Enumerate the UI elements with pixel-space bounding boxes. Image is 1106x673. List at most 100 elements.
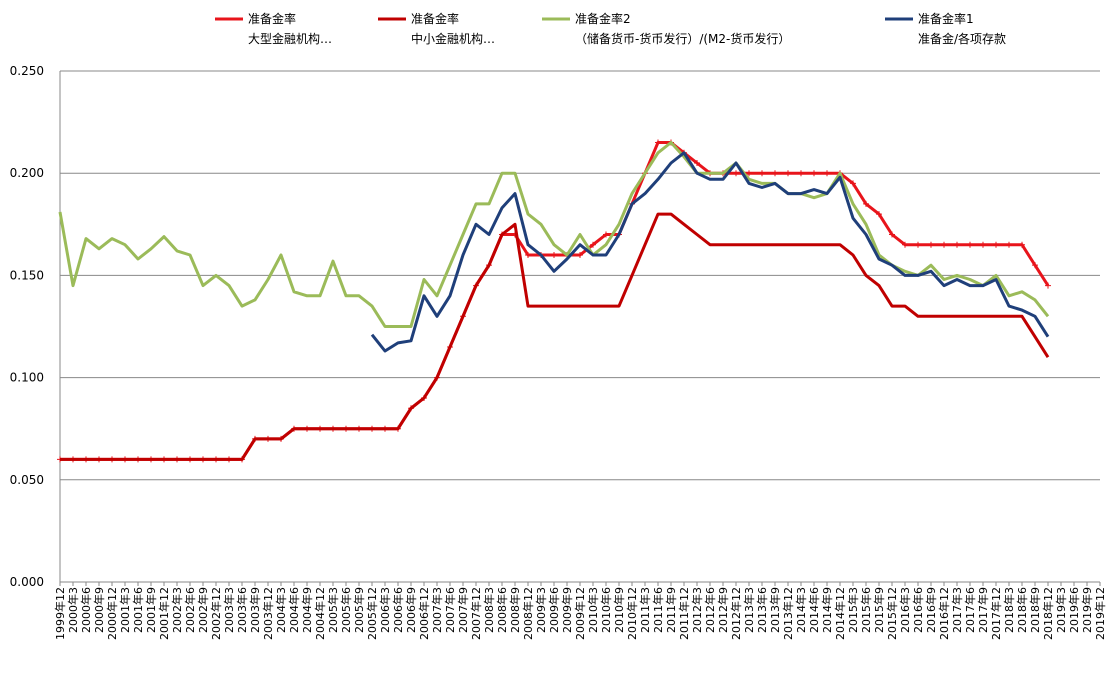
series-marker xyxy=(811,170,817,177)
x-tick-label: 2001年3 xyxy=(118,587,132,633)
series-marker xyxy=(954,241,960,248)
x-tick-label: 1999年12 xyxy=(53,587,67,640)
series-marker xyxy=(980,241,986,248)
x-tick-label: 2015年9 xyxy=(872,587,886,633)
series-marker xyxy=(1045,282,1051,289)
x-tick-label: 2015年3 xyxy=(846,587,860,633)
series-marker xyxy=(733,170,739,177)
legend-label: 准备金率1 准备金/各项存款 xyxy=(918,11,1006,46)
x-tick-label: 2010年6 xyxy=(599,587,613,633)
series-marker xyxy=(525,251,531,258)
x-tick-label: 2005年3 xyxy=(326,587,340,633)
series-marker xyxy=(915,241,921,248)
x-tick-label: 2009年3 xyxy=(534,587,548,633)
series-marker xyxy=(850,180,856,187)
series-marker xyxy=(1032,262,1038,269)
series-marker xyxy=(824,170,830,177)
legend-label: 准备金率2 （储备货币-货币发行）/(M2-货币发行） xyxy=(575,11,790,46)
legend-item: 准备金率1 准备金/各项存款 xyxy=(885,11,1006,46)
x-tick-label: 2004年12 xyxy=(313,587,327,640)
x-tick-label: 2000年6 xyxy=(79,587,93,633)
x-tick-label: 2000年3 xyxy=(66,587,80,633)
x-tick-label: 2016年12 xyxy=(937,587,951,640)
x-tick-label: 2001年9 xyxy=(144,587,158,633)
x-tick-label: 2009年9 xyxy=(560,587,574,633)
x-tick-label: 2005年12 xyxy=(365,587,379,640)
legend-item: 准备金率2 （储备货币-货币发行）/(M2-货币发行） xyxy=(542,11,790,46)
x-tick-label: 2015年12 xyxy=(885,587,899,640)
x-tick-label: 2011年3 xyxy=(638,587,652,633)
legend-item: 准备金率大型金融机构… xyxy=(215,11,332,46)
y-tick-label: 0.000 xyxy=(10,575,44,589)
series-marker xyxy=(928,241,934,248)
x-tick-label: 2006年3 xyxy=(378,587,392,633)
y-tick-label: 0.200 xyxy=(10,166,44,180)
x-tick-label: 2007年12 xyxy=(469,587,483,640)
y-tick-label: 0.100 xyxy=(10,371,44,385)
x-tick-label: 2006年6 xyxy=(391,587,405,633)
x-tick-label: 2013年9 xyxy=(768,587,782,633)
x-tick-label: 2016年3 xyxy=(898,587,912,633)
x-tick-label: 2014年9 xyxy=(820,587,834,633)
series-marker xyxy=(798,170,804,177)
x-tick-label: 2013年3 xyxy=(742,587,756,633)
x-tick-label: 2018年6 xyxy=(1015,587,1029,633)
x-tick-label: 2012年12 xyxy=(729,587,743,640)
x-tick-label: 2006年9 xyxy=(404,587,418,633)
x-tick-label: 2004年6 xyxy=(287,587,301,633)
series-marker xyxy=(993,241,999,248)
legend-label: 准备金率中小金融机构… xyxy=(411,11,495,46)
series-marker xyxy=(603,231,609,238)
x-tick-label: 2000年9 xyxy=(92,587,106,633)
x-tick-label: 2013年12 xyxy=(781,587,795,640)
series-marker xyxy=(1006,241,1012,248)
x-tick-label: 2002年6 xyxy=(183,587,197,633)
x-tick-label: 2015年6 xyxy=(859,587,873,633)
x-tick-label: 2003年6 xyxy=(235,587,249,633)
x-tick-label: 2008年3 xyxy=(482,587,496,633)
x-tick-label: 2017年3 xyxy=(950,587,964,633)
x-tick-label: 2001年12 xyxy=(157,587,171,640)
series-line xyxy=(60,212,1050,461)
x-tick-label: 2010年12 xyxy=(625,587,639,640)
x-tick-label: 2011年6 xyxy=(651,587,665,633)
x-tick-label: 2018年12 xyxy=(1041,587,1055,640)
x-tick-label: 2017年9 xyxy=(976,587,990,633)
x-tick-label: 2017年12 xyxy=(989,587,1003,640)
x-tick-label: 2003年3 xyxy=(222,587,236,633)
y-tick-label: 0.250 xyxy=(10,64,44,78)
series-marker xyxy=(694,159,700,166)
series-marker xyxy=(967,241,973,248)
x-tick-label: 2012年3 xyxy=(690,587,704,633)
x-tick-label: 2017年6 xyxy=(963,587,977,633)
series-marker xyxy=(876,211,882,218)
x-tick-label: 2006年12 xyxy=(417,587,431,640)
x-tick-label: 2014年6 xyxy=(807,587,821,633)
x-tick-label: 2019年3 xyxy=(1054,587,1068,633)
x-tick-label: 2014年3 xyxy=(794,587,808,633)
y-tick-label: 0.050 xyxy=(10,473,44,487)
series-line xyxy=(58,141,1050,328)
legend-item: 准备金率中小金融机构… xyxy=(378,11,495,46)
x-tick-label: 2002年3 xyxy=(170,587,184,633)
series-marker xyxy=(590,241,596,248)
x-tick-label: 2009年12 xyxy=(573,587,587,640)
series-marker xyxy=(889,231,895,238)
x-tick-label: 2005年6 xyxy=(339,587,353,633)
x-tick-label: 2010年3 xyxy=(586,587,600,633)
x-tick-label: 2001年6 xyxy=(131,587,145,633)
x-tick-label: 2008年6 xyxy=(495,587,509,633)
x-tick-label: 2005年9 xyxy=(352,587,366,633)
series-marker xyxy=(785,170,791,177)
x-tick-label: 2019年9 xyxy=(1080,587,1094,633)
x-tick-label: 2016年6 xyxy=(911,587,925,633)
x-tick-label: 2011年12 xyxy=(677,587,691,640)
series-marker xyxy=(655,139,661,146)
x-tick-label: 2007年3 xyxy=(430,587,444,633)
x-tick-label: 2014年12 xyxy=(833,587,847,640)
x-tick-label: 2003年9 xyxy=(248,587,262,633)
x-tick-label: 2007年6 xyxy=(443,587,457,633)
series-marker xyxy=(1019,241,1025,248)
series-marker xyxy=(941,241,947,248)
x-tick-label: 2016年9 xyxy=(924,587,938,633)
